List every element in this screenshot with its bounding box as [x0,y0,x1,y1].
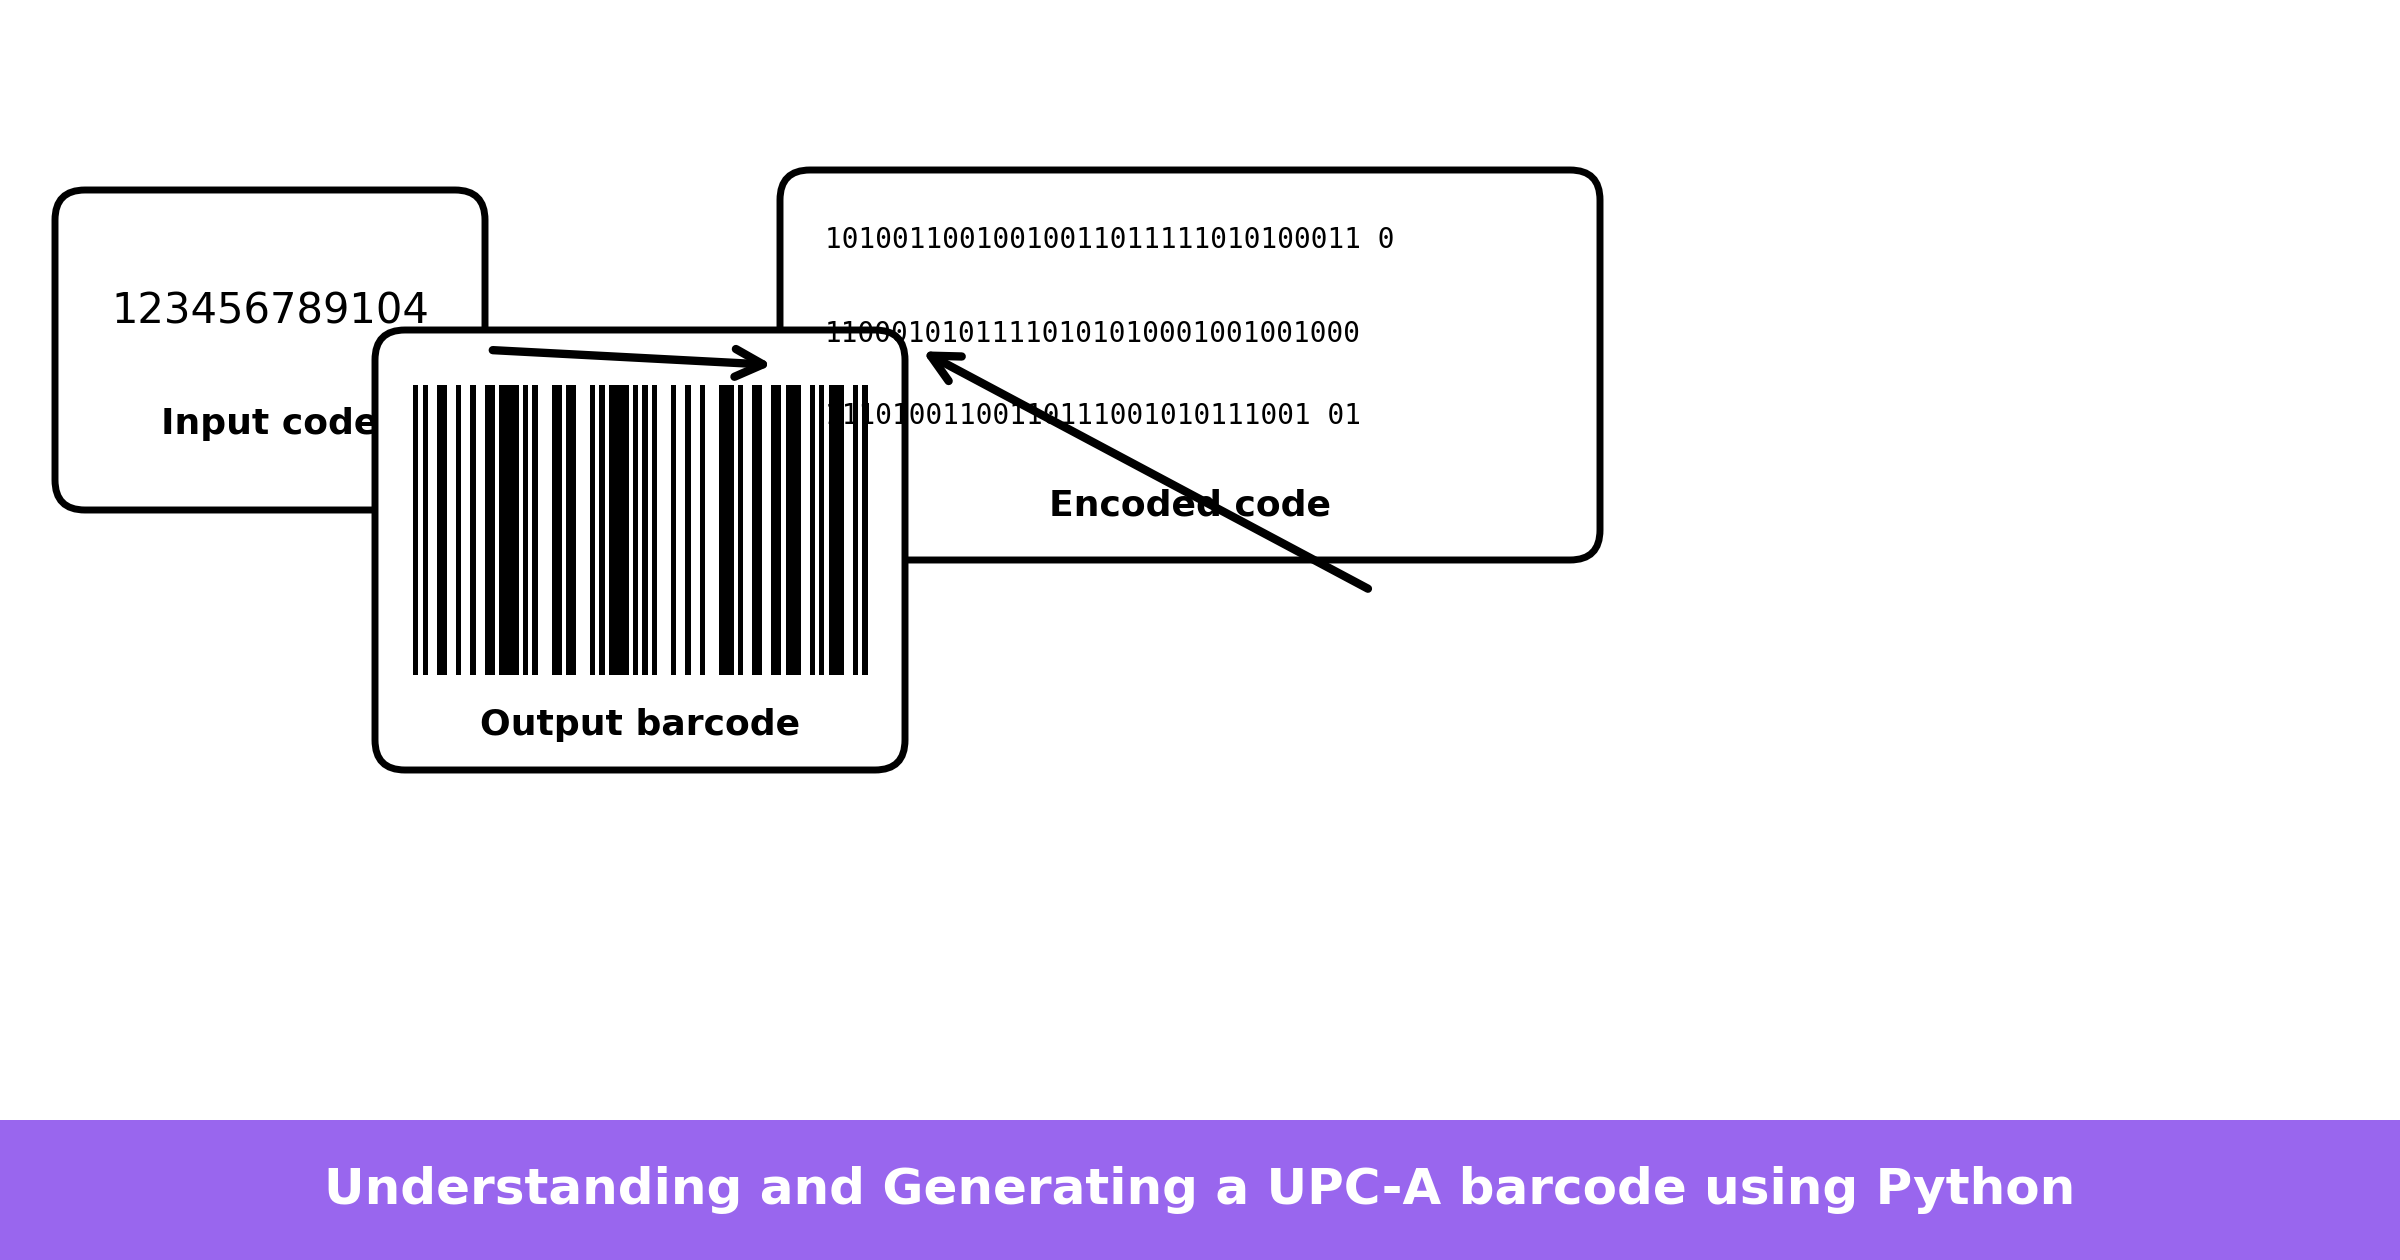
Bar [634,386,638,675]
Bar [790,386,797,675]
Bar [456,386,461,675]
Bar [0,1120,2400,1260]
Bar [610,386,614,675]
Bar [514,386,518,675]
Bar [509,386,514,675]
Bar [828,386,835,675]
Bar [720,386,725,675]
Bar [725,386,730,675]
Bar [413,386,418,675]
Bar [730,386,734,675]
Bar [624,386,629,675]
Bar [422,386,427,675]
Text: 11000101011110101010001001001000: 11000101011110101010001001001000 [826,320,1361,348]
Bar [818,386,826,675]
Bar [862,386,866,675]
Text: 10100110010010011011111010100011 0: 10100110010010011011111010100011 0 [826,227,1394,255]
Bar [552,386,557,675]
Text: 123456789104: 123456789104 [110,291,430,333]
Bar [833,386,840,675]
Bar [442,386,446,675]
Bar [756,386,763,675]
Text: Output barcode: Output barcode [480,708,799,742]
FancyBboxPatch shape [780,170,1601,559]
Bar [470,386,475,675]
Bar [490,386,494,675]
Bar [809,386,816,675]
Bar [751,386,758,675]
Bar [600,386,605,675]
Bar [775,386,782,675]
Bar [672,386,677,675]
Bar [523,386,528,675]
Bar [590,386,595,675]
Bar [785,386,792,675]
Bar [737,386,744,675]
FancyBboxPatch shape [374,330,905,770]
Bar [566,386,571,675]
Bar [794,386,802,675]
Bar [770,386,778,675]
Bar [614,386,619,675]
Bar [485,386,490,675]
Bar [557,386,562,675]
Bar [533,386,538,675]
Text: Input code: Input code [161,407,379,441]
Text: 11101001100110111001010111001 01: 11101001100110111001010111001 01 [826,402,1361,430]
Bar [571,386,576,675]
Bar [499,386,504,675]
Text: Encoded code: Encoded code [1049,489,1332,523]
Bar [504,386,509,675]
Bar [437,386,442,675]
Bar [701,386,706,675]
Bar [619,386,624,675]
FancyBboxPatch shape [55,190,485,510]
Bar [653,386,658,675]
Bar [643,386,648,675]
Text: Understanding and Generating a UPC-A barcode using Python: Understanding and Generating a UPC-A bar… [324,1166,2076,1213]
Bar [686,386,691,675]
Bar [838,386,845,675]
Bar [852,386,857,675]
